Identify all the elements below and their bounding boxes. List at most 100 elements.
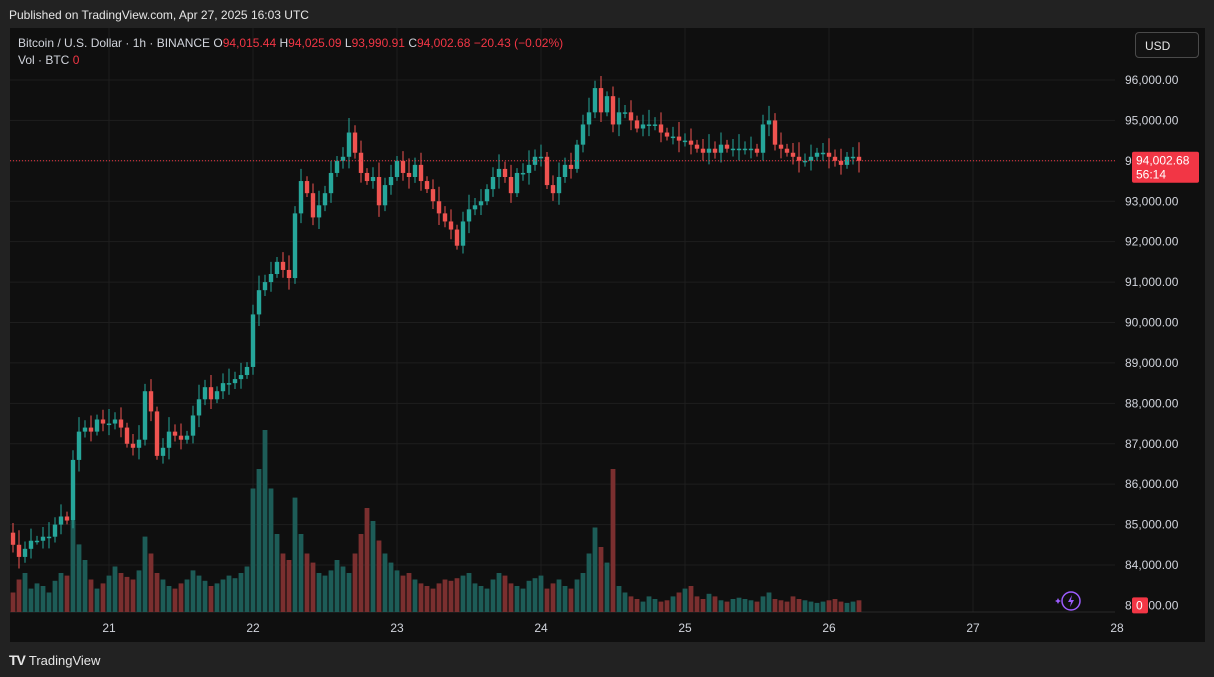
candle-body (598, 88, 604, 113)
candle-body (634, 120, 640, 129)
candle-body (322, 193, 328, 206)
volume-bar (574, 579, 580, 612)
price-tick-label: 95,000.00 (1125, 113, 1179, 127)
candle-body (16, 544, 22, 557)
candle-body (514, 172, 520, 194)
candle-body (526, 164, 532, 173)
candle-body (430, 189, 436, 202)
chart-panel[interactable]: 84,000.00 85,000.00 86,000.00 87,000.00 88,0… (10, 28, 1205, 642)
volume-bar (22, 573, 28, 612)
candle-body (154, 411, 160, 456)
volume-bar (448, 580, 454, 612)
volume-bar (406, 573, 412, 612)
volume-bar (688, 586, 694, 612)
volume-bar (376, 540, 382, 612)
candle-body (184, 435, 190, 440)
candle-body (646, 124, 652, 126)
candle-body (784, 148, 790, 153)
volume-bar (34, 583, 40, 612)
candle-body (130, 443, 136, 448)
volume-bar (856, 600, 862, 612)
volume-bar (610, 469, 616, 612)
candle-body (202, 387, 208, 400)
candle-body (448, 221, 454, 230)
candle-body (838, 160, 844, 165)
candle-body (166, 431, 172, 448)
volume-bar (454, 578, 460, 612)
volume-bar (28, 588, 34, 612)
volume-bar (10, 592, 16, 612)
price-tick-label: 91,000.00 (1125, 275, 1179, 289)
volume-bar (496, 573, 502, 612)
price-axis-bg (1115, 28, 1205, 642)
volume-bar (508, 583, 514, 612)
open-value: 94,015.44 (222, 36, 277, 50)
volume-bar (334, 560, 340, 612)
candle-body (628, 112, 634, 121)
volume-bar (118, 573, 124, 612)
volume-bar (622, 592, 628, 612)
candle-body (226, 383, 232, 385)
volume-bar (460, 575, 466, 612)
candle-body (418, 164, 424, 182)
candle-body (178, 435, 184, 440)
volume-bar (694, 596, 700, 612)
volume-bar (598, 547, 604, 612)
volume-label[interactable]: Vol · BTC (18, 53, 70, 67)
candle-body (70, 459, 76, 521)
volume-bar (832, 599, 838, 612)
candle-body (256, 290, 262, 315)
volume-bar (220, 579, 226, 612)
candle-body (142, 391, 148, 440)
candle-body (490, 177, 496, 190)
candle-body (700, 148, 706, 153)
volume-bar (778, 600, 784, 612)
volume-bar (172, 588, 178, 612)
volume-bar (106, 575, 112, 612)
volume-bar (340, 566, 346, 612)
candle-body (262, 282, 268, 291)
volume-bar (634, 599, 640, 612)
tradingview-brand[interactable]: TV TradingView (9, 652, 100, 668)
volume-bar (166, 586, 172, 612)
candle-body (58, 516, 64, 525)
candle-body (376, 177, 382, 206)
volume-bars (10, 430, 862, 612)
candles (10, 75, 862, 569)
volume-bar (712, 596, 718, 612)
candlestick-chart[interactable]: 84,000.00 85,000.00 86,000.00 87,000.00 88,0… (10, 28, 1205, 642)
volume-bar (64, 575, 70, 612)
volume-bar (226, 575, 232, 612)
candle-body (358, 152, 364, 173)
candle-body (238, 375, 244, 380)
volume-bar (262, 430, 268, 612)
volume-bar (532, 578, 538, 612)
candle-body (454, 229, 460, 246)
volume-bar (826, 600, 832, 612)
candle-body (712, 148, 718, 153)
currency-button[interactable]: USD (1135, 32, 1199, 58)
candle-body (562, 164, 568, 177)
candle-body (652, 124, 658, 126)
candle-body (658, 124, 664, 133)
candle-body (808, 156, 814, 161)
candle-body (670, 136, 676, 139)
candle-body (688, 140, 694, 145)
candle-body (550, 185, 556, 194)
volume-bar (100, 583, 106, 612)
volume-bar (124, 576, 130, 612)
close-value: 94,002.68 (416, 36, 471, 50)
candle-body (424, 181, 430, 190)
volume-bar (682, 588, 688, 612)
tradingview-logo-icon: TV (9, 652, 26, 668)
symbol-title[interactable]: Bitcoin / U.S. Dollar · 1h · BINANCE (18, 36, 211, 50)
chart-legend: Bitcoin / U.S. Dollar · 1h · BINANCE O94… (18, 35, 563, 69)
candle-body (364, 172, 370, 182)
volume-bar (538, 575, 544, 612)
volume-bar (178, 583, 184, 612)
candle-body (640, 124, 646, 129)
candle-body (586, 112, 592, 125)
volume-bar (388, 562, 394, 612)
candle-body (754, 148, 760, 153)
